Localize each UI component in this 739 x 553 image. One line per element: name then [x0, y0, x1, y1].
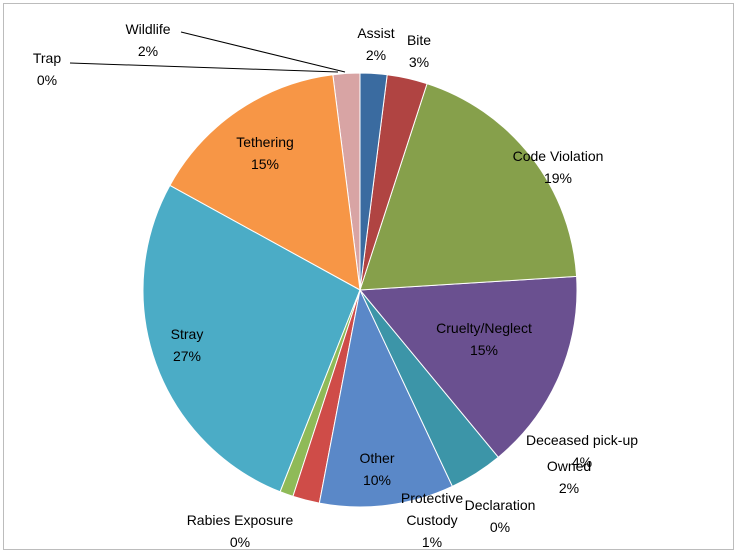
category-name: Rabies Exposure — [186, 512, 294, 528]
category-name: Bite — [406, 32, 432, 48]
category-name: Declaration — [464, 497, 536, 513]
value-label: 1% — [421, 534, 443, 550]
pie-slice — [359, 72, 388, 291]
value-label: 3% — [408, 54, 430, 70]
category-name: Assist — [357, 25, 395, 41]
data-label: Trap 0% — [17, 47, 77, 91]
category-name: Cruelty/Neglect — [436, 320, 532, 336]
data-label: Code Violation 19% — [478, 145, 638, 189]
data-label: Wildlife 2% — [108, 18, 188, 62]
pie-slice — [358, 275, 578, 458]
value-label: 19% — [543, 170, 573, 186]
value-label: 4% — [571, 454, 593, 470]
pie-slice — [318, 288, 454, 508]
value-label: 15% — [469, 342, 499, 358]
value-label: 0% — [489, 519, 511, 535]
value-label: 2% — [137, 43, 159, 59]
category-name: Code Violation — [512, 148, 604, 164]
data-label: Cruelty/Neglect 15% — [414, 317, 554, 361]
category-name: Tethering — [236, 134, 294, 150]
data-label: Assist 2% — [336, 22, 416, 66]
value-label: 27% — [172, 348, 202, 364]
data-label: Protective Custody 1% — [387, 487, 477, 553]
leader-line — [69, 62, 339, 73]
category-name: Trap — [32, 50, 62, 66]
category-name: Stray — [170, 326, 204, 342]
value-label: 10% — [362, 472, 392, 488]
data-label: Tethering 15% — [220, 131, 310, 175]
data-label: Declaration 0% — [445, 494, 555, 538]
data-label: Owned 2% — [539, 455, 599, 499]
value-label: 0% — [229, 534, 251, 550]
pie-slice — [142, 184, 361, 493]
value-label: 0% — [36, 72, 58, 88]
data-label: Other 10% — [337, 447, 417, 491]
data-label: Rabies Exposure 0% — [160, 509, 320, 553]
category-name: Deceased pick-up — [525, 432, 639, 448]
chart-frame — [3, 3, 734, 550]
pie-slice — [359, 82, 578, 291]
category-name: Owned — [546, 458, 592, 474]
category-name: Protective Custody — [400, 490, 464, 528]
value-label: 15% — [250, 156, 280, 172]
value-label: 2% — [365, 47, 387, 63]
value-label: 2% — [558, 480, 580, 496]
leader-line — [180, 31, 346, 73]
data-label: Stray 27% — [157, 323, 217, 367]
category-name: Other — [359, 450, 395, 466]
category-name: Wildlife — [125, 21, 171, 37]
data-label: Bite 3% — [389, 29, 449, 73]
data-label: Deceased pick-up 4% — [517, 429, 647, 473]
pie-slice — [169, 74, 361, 291]
